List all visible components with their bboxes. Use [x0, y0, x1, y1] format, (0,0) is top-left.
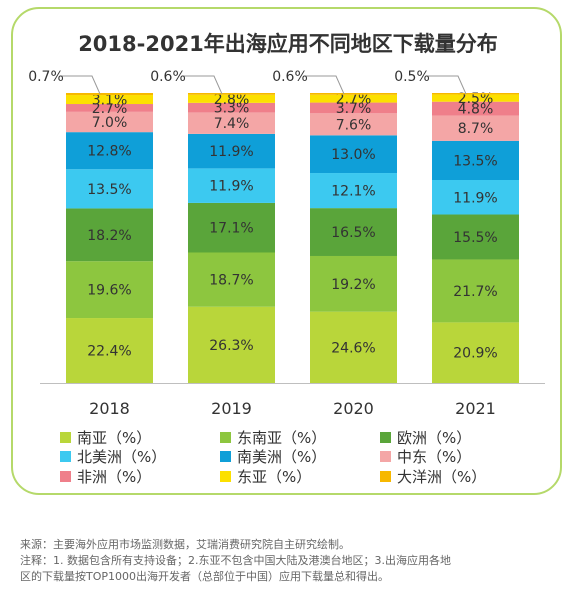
chart-frame	[11, 7, 562, 495]
bar-segment	[432, 115, 519, 141]
callout-line	[426, 75, 467, 95]
bar-segment	[432, 93, 519, 95]
bar-segment	[310, 135, 397, 174]
data-label: 0.5%	[394, 69, 430, 85]
bar-segment	[188, 102, 275, 113]
data-label: 0.6%	[272, 69, 308, 85]
data-label: 18.7%	[209, 273, 253, 289]
data-label: 0.6%	[150, 69, 186, 85]
bar-segment	[432, 101, 519, 116]
callout-line	[182, 75, 223, 95]
bar-segment	[310, 93, 397, 95]
bar-segment	[310, 94, 397, 103]
data-label: 26.3%	[209, 338, 253, 354]
bar-segment	[432, 180, 519, 215]
x-tick-label: 2019	[211, 399, 252, 418]
data-label: 12.1%	[331, 184, 375, 200]
data-label: 21.7%	[453, 284, 497, 300]
data-label: 11.9%	[209, 144, 253, 160]
data-label: 3.1%	[92, 93, 128, 109]
x-tick-label: 2021	[455, 399, 496, 418]
data-label: 7.4%	[214, 116, 250, 132]
bar-segment	[66, 132, 153, 170]
data-label: 2.8%	[214, 92, 250, 108]
data-label: 20.9%	[453, 346, 497, 362]
data-label: 19.2%	[331, 277, 375, 293]
bar-segment	[432, 259, 519, 323]
bar-segment	[310, 255, 397, 312]
source-note: 来源：主要海外应用市场监测数据，艾瑞消费研究院自主研究绘制。	[20, 538, 350, 551]
bar-segment	[310, 208, 397, 256]
bar-segment	[66, 104, 153, 112]
bar-segment	[66, 93, 153, 96]
data-label: 18.2%	[87, 228, 131, 244]
data-label: 0.7%	[28, 69, 64, 85]
footnote-line-1: 注释：1. 数据包含所有支持设备；2.东亚不包含中国大陆及港澳台地区；3.出海应…	[20, 554, 451, 567]
data-label: 11.9%	[453, 190, 497, 206]
footnote-line-2: 区的下载量按TOP1000出海开发者（总部位于中国）应用下载量总和得出。	[20, 570, 390, 583]
bar-segment	[188, 93, 275, 95]
callout-line	[304, 75, 345, 95]
bar-segment	[432, 322, 519, 383]
x-tick-label: 2018	[89, 399, 130, 418]
data-label: 7.0%	[92, 115, 128, 131]
data-label: 13.5%	[87, 182, 131, 198]
bar-segment	[66, 261, 153, 319]
bar-segment	[66, 111, 153, 133]
x-tick-label: 2020	[333, 399, 374, 418]
bar-segment	[188, 94, 275, 103]
bar-segment	[188, 252, 275, 307]
data-label: 4.8%	[458, 102, 494, 118]
chart-title: 2018-2021年出海应用不同地区下载量分布	[78, 32, 498, 56]
bar-segment	[188, 168, 275, 203]
bar-segment	[188, 202, 275, 253]
bar-segment	[310, 173, 397, 209]
data-label: 13.5%	[453, 153, 497, 169]
data-label: 13.0%	[331, 147, 375, 163]
data-label: 19.6%	[87, 283, 131, 299]
bar-segment	[310, 311, 397, 383]
callout-line	[60, 75, 101, 95]
data-label: 2.7%	[336, 92, 372, 108]
data-label: 15.5%	[453, 230, 497, 246]
data-label: 2.7%	[92, 101, 128, 117]
data-label: 16.5%	[331, 225, 375, 241]
bar-segment	[188, 112, 275, 134]
bar-segment	[432, 140, 519, 180]
data-label: 2.5%	[458, 91, 494, 107]
data-label: 24.6%	[331, 340, 375, 356]
bar-segment	[66, 318, 153, 383]
data-label: 7.6%	[336, 117, 372, 133]
bar-segment	[310, 102, 397, 114]
data-label: 22.4%	[87, 344, 131, 360]
bar-segment	[432, 94, 519, 102]
data-label: 12.8%	[87, 144, 131, 160]
bar-segment	[188, 306, 275, 383]
data-label: 8.7%	[458, 121, 494, 137]
bar-segment	[432, 214, 519, 260]
bar-segment	[188, 133, 275, 169]
data-label: 11.9%	[209, 179, 253, 195]
data-label: 17.1%	[209, 221, 253, 237]
bar-segment	[66, 95, 153, 105]
data-label: 3.7%	[336, 101, 372, 117]
bar-segment	[66, 169, 153, 209]
data-label: 3.3%	[214, 101, 250, 117]
bar-segment	[66, 208, 153, 262]
bar-segment	[310, 113, 397, 136]
